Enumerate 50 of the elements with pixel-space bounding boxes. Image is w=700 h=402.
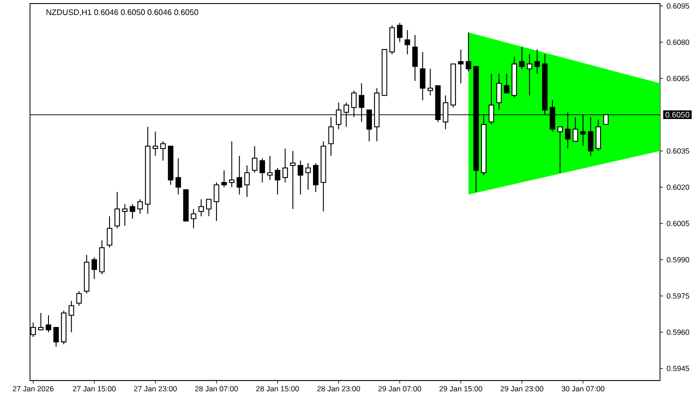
candlestick	[152, 131, 158, 156]
candlestick	[396, 22, 402, 43]
candlestick	[68, 300, 74, 333]
candlestick	[244, 165, 250, 198]
candlestick	[53, 327, 59, 348]
candlestick	[526, 54, 532, 96]
candlestick	[206, 199, 212, 217]
candlestick	[534, 49, 540, 74]
candlestick	[252, 146, 258, 174]
candlestick	[46, 315, 52, 333]
candlestick	[428, 68, 434, 96]
candlestick	[236, 156, 242, 196]
candlestick	[404, 30, 410, 55]
candlestick	[76, 290, 82, 306]
candlestick	[466, 32, 472, 72]
candlestick	[588, 116, 594, 156]
candlestick	[176, 158, 182, 196]
text: NZDUSD,H1 0.6046 0.6050 0.6046 0.6050	[46, 10, 198, 16]
candlestick	[519, 46, 525, 70]
candlestick	[92, 257, 98, 280]
ref-line-label: 0.6050	[666, 112, 690, 118]
candlestick	[328, 116, 334, 156]
candlestick	[122, 204, 128, 227]
candlestick	[214, 182, 220, 222]
candlestick	[420, 52, 426, 101]
candlestick	[282, 148, 288, 184]
candlestick	[38, 312, 44, 330]
candlestick	[114, 192, 120, 229]
candlestick	[137, 199, 143, 214]
candlestick	[572, 116, 578, 142]
candlestick	[267, 156, 273, 181]
candlestick	[221, 170, 227, 188]
candlestick	[198, 199, 204, 217]
candlestick	[557, 126, 563, 174]
candlestick	[160, 141, 166, 162]
candlestick	[274, 168, 280, 196]
candlestick	[190, 208, 196, 229]
candlestick	[290, 150, 296, 210]
candlestick	[260, 158, 266, 184]
candlestick	[130, 204, 136, 220]
candlestick	[298, 160, 304, 196]
candlestick	[412, 34, 418, 82]
candlestick	[312, 162, 318, 193]
candlestick	[305, 162, 311, 190]
candlestick	[596, 119, 602, 152]
candlestick	[458, 49, 464, 84]
candlestick	[106, 216, 112, 248]
candlestick	[504, 73, 510, 94]
candlestick	[496, 73, 502, 111]
candlestick	[228, 141, 234, 188]
